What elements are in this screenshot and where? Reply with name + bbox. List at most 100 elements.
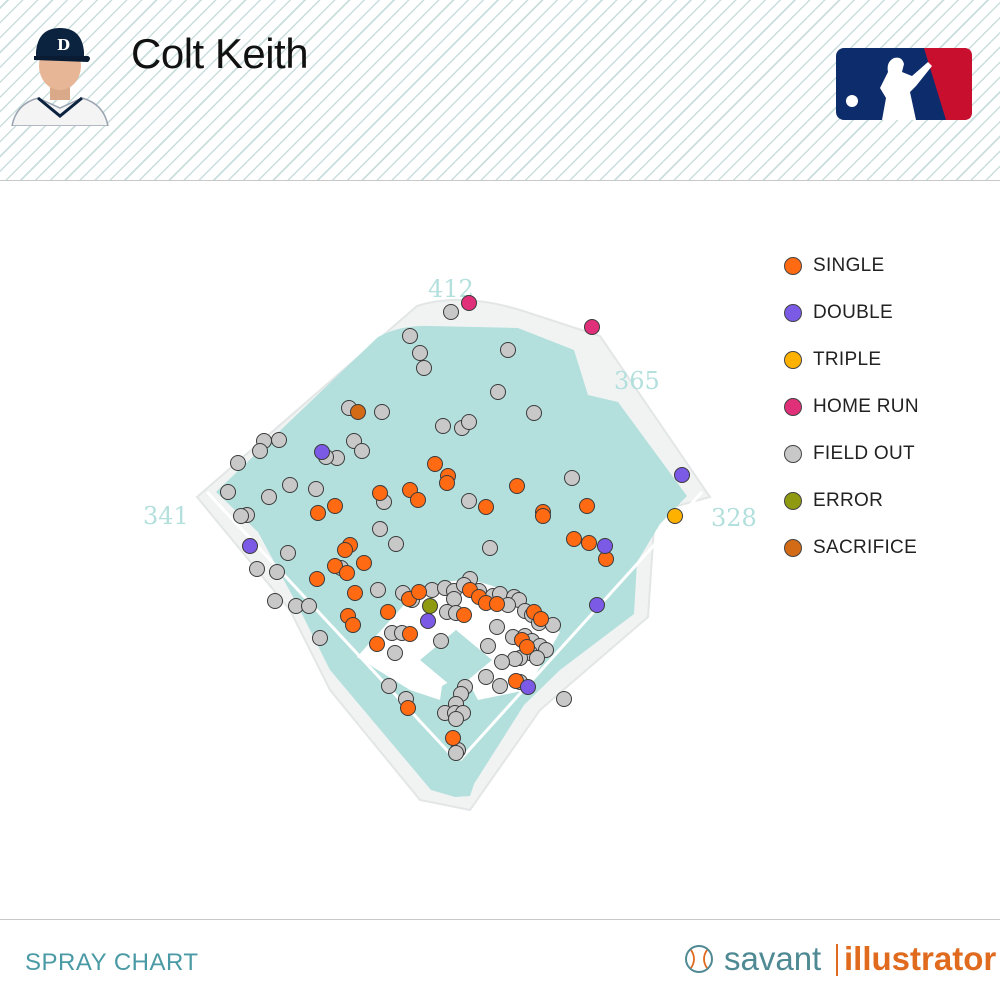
point-single bbox=[439, 475, 455, 491]
point-single bbox=[411, 584, 427, 600]
point-field-out bbox=[507, 651, 523, 667]
distance-left-field: 341 bbox=[143, 502, 189, 530]
batted-ball-points bbox=[220, 295, 690, 761]
header-banner: D Colt Keith bbox=[0, 0, 1000, 181]
legend-label-triple: TRIPLE bbox=[813, 349, 882, 370]
point-single bbox=[310, 505, 326, 521]
point-single bbox=[410, 492, 426, 508]
point-field-out bbox=[448, 711, 464, 727]
chart-type-label: SPRAY CHART bbox=[25, 949, 199, 976]
point-field-out bbox=[308, 481, 324, 497]
legend-swatch-error bbox=[784, 492, 802, 510]
point-single bbox=[579, 498, 595, 514]
point-field-out bbox=[280, 545, 296, 561]
legend-swatch-single bbox=[784, 257, 802, 275]
point-field-out bbox=[249, 561, 265, 577]
point-field-out bbox=[461, 414, 477, 430]
point-triple bbox=[667, 508, 683, 524]
legend-item-sacrifice: SACRIFICE bbox=[782, 536, 982, 583]
point-error bbox=[422, 598, 438, 614]
point-field-out bbox=[387, 645, 403, 661]
spray-chart: 341 412 365 328 bbox=[143, 275, 757, 812]
point-single bbox=[356, 555, 372, 571]
legend-item-error: ERROR bbox=[782, 489, 982, 536]
distance-right-field: 328 bbox=[711, 504, 757, 532]
point-field-out bbox=[489, 619, 505, 635]
point-field-out bbox=[301, 598, 317, 614]
point-field-out bbox=[233, 508, 249, 524]
point-field-out bbox=[492, 678, 508, 694]
point-field-out bbox=[388, 536, 404, 552]
legend-swatch-home-run bbox=[784, 398, 802, 416]
point-single bbox=[535, 508, 551, 524]
point-field-out bbox=[529, 650, 545, 666]
point-field-out bbox=[412, 345, 428, 361]
right-foul-line bbox=[458, 490, 704, 762]
point-double bbox=[420, 613, 436, 629]
legend-item-triple: TRIPLE bbox=[782, 348, 982, 395]
point-field-out bbox=[461, 493, 477, 509]
point-single bbox=[339, 565, 355, 581]
left-foul-line bbox=[205, 490, 458, 762]
point-single bbox=[380, 604, 396, 620]
point-field-out bbox=[526, 405, 542, 421]
point-single bbox=[345, 617, 361, 633]
legend: SINGLE DOUBLE TRIPLE HOME RUN FIELD OUT … bbox=[782, 254, 982, 583]
point-double bbox=[520, 679, 536, 695]
point-field-out bbox=[424, 582, 440, 598]
point-single bbox=[478, 499, 494, 515]
point-single bbox=[519, 639, 535, 655]
point-field-out bbox=[448, 745, 464, 761]
point-field-out bbox=[312, 630, 328, 646]
point-field-out bbox=[564, 470, 580, 486]
point-field-out bbox=[443, 304, 459, 320]
point-field-out bbox=[269, 564, 285, 580]
point-single bbox=[533, 611, 549, 627]
point-single bbox=[489, 596, 505, 612]
point-single bbox=[400, 700, 416, 716]
point-sacrifice bbox=[350, 404, 366, 420]
legend-item-single: SINGLE bbox=[782, 254, 982, 301]
point-field-out bbox=[478, 669, 494, 685]
legend-item-field-out: FIELD OUT bbox=[782, 442, 982, 489]
legend-label-single: SINGLE bbox=[813, 255, 885, 276]
baseball-icon bbox=[685, 945, 713, 973]
point-single bbox=[581, 535, 597, 551]
legend-swatch-field-out bbox=[784, 445, 802, 463]
point-field-out bbox=[370, 582, 386, 598]
point-field-out bbox=[372, 521, 388, 537]
point-single bbox=[456, 607, 472, 623]
legend-label-field-out: FIELD OUT bbox=[813, 443, 915, 464]
point-single bbox=[309, 571, 325, 587]
point-double bbox=[597, 538, 613, 554]
legend-label-double: DOUBLE bbox=[813, 302, 893, 323]
legend-item-double: DOUBLE bbox=[782, 301, 982, 348]
point-field-out bbox=[381, 678, 397, 694]
brand-savant: savant bbox=[724, 940, 822, 977]
point-field-out bbox=[500, 342, 516, 358]
mlb-logo-icon bbox=[836, 48, 972, 120]
footer: SPRAY CHART savant illustrator bbox=[0, 919, 1000, 1001]
point-single bbox=[347, 585, 363, 601]
point-single bbox=[427, 456, 443, 472]
point-single bbox=[369, 636, 385, 652]
player-headshot-icon: D bbox=[11, 28, 109, 126]
point-field-out bbox=[490, 384, 506, 400]
brand-separator bbox=[836, 944, 838, 976]
point-double bbox=[674, 467, 690, 483]
brand-illustrator: illustrator bbox=[844, 940, 997, 977]
point-field-out bbox=[267, 593, 283, 609]
point-field-out bbox=[271, 432, 287, 448]
point-single bbox=[566, 531, 582, 547]
legend-swatch-triple bbox=[784, 351, 802, 369]
svg-text:D: D bbox=[57, 36, 70, 54]
point-field-out bbox=[354, 443, 370, 459]
point-double bbox=[314, 444, 330, 460]
point-field-out bbox=[435, 418, 451, 434]
legend-label-error: ERROR bbox=[813, 490, 884, 511]
point-single bbox=[327, 498, 343, 514]
point-field-out bbox=[282, 477, 298, 493]
savant-illustrator-brand: savant illustrator bbox=[684, 940, 996, 980]
point-home-run bbox=[584, 319, 600, 335]
point-field-out bbox=[261, 489, 277, 505]
